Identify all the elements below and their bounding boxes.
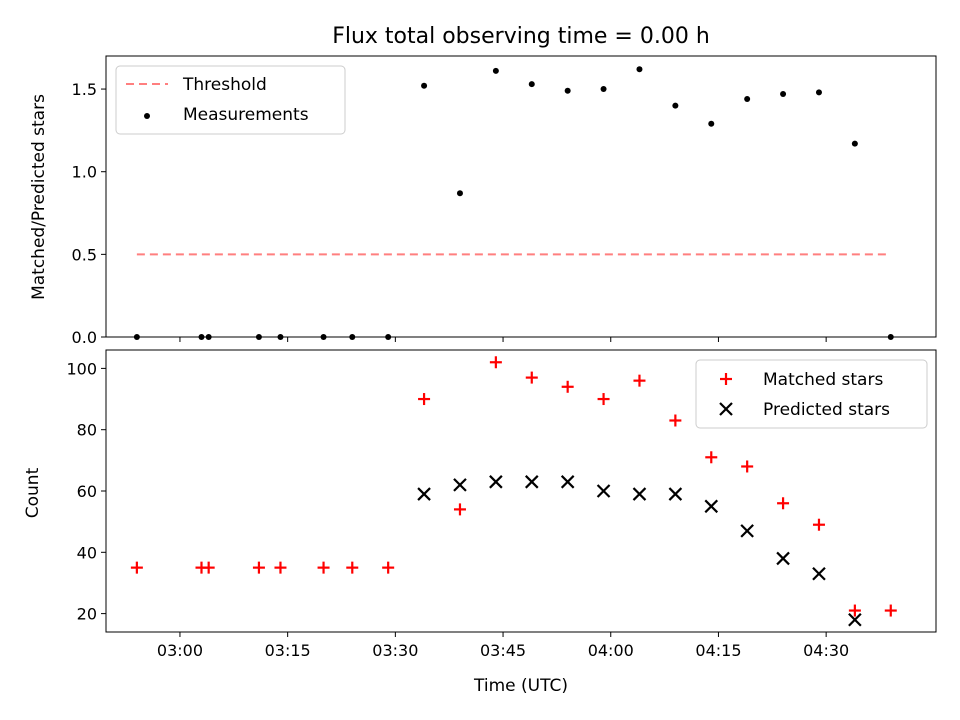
chart-title: Flux total observing time = 0.00 h <box>332 24 710 49</box>
y-tick-label: 1.0 <box>72 163 97 182</box>
matched-star-point <box>848 604 861 617</box>
matched-star-point <box>317 561 330 574</box>
matched-star-point <box>777 497 790 510</box>
measurement-point <box>564 87 571 94</box>
predicted-legend-label: Predicted stars <box>763 400 890 420</box>
predicted-legend-swatch <box>719 402 733 416</box>
ratio-legend: Threshold Measurements <box>115 65 346 135</box>
matched-star-point <box>489 356 502 369</box>
matched-star-point <box>252 561 265 574</box>
measurement-point <box>456 190 463 197</box>
matched-star-point <box>633 374 646 387</box>
x-tick-label: 04:30 <box>803 641 849 660</box>
matched-star-point <box>382 561 395 574</box>
measurement-point <box>492 67 499 74</box>
predicted-star-point <box>812 566 826 581</box>
predicted-star-point <box>668 487 683 501</box>
y-tick-label: 80 <box>77 421 97 440</box>
matched-star-point <box>130 561 143 574</box>
x-tick-label: 03:15 <box>265 641 311 660</box>
y-tick-label: 0.5 <box>72 245 97 264</box>
count-panel: 03:00 03:15 03:30 03:45 04:00 04:15 04:30 20 40 6… <box>66 349 937 660</box>
y-tick-label: 60 <box>77 482 97 501</box>
predicted-star-point <box>596 484 611 498</box>
y-tick-label: 1.5 <box>72 80 97 99</box>
matched-star-point <box>812 518 825 531</box>
matched-star-point <box>418 393 431 406</box>
y-tick-label: 0.0 <box>72 328 97 347</box>
x-axis-label: Time (UTC) <box>473 676 568 696</box>
predicted-star-point <box>740 524 754 538</box>
matched-star-point <box>597 393 610 406</box>
matched-star-point <box>453 503 466 516</box>
x-tick-label: 04:15 <box>695 641 741 660</box>
threshold-legend-label: Threshold <box>182 75 267 95</box>
measurement-point <box>780 91 787 98</box>
measurement-point <box>636 66 643 73</box>
legend-box <box>115 65 346 135</box>
matched-star-point <box>274 561 287 574</box>
matched-star-point <box>741 460 754 473</box>
y-tick-label: 40 <box>77 543 97 562</box>
measurement-point <box>672 102 679 109</box>
predicted-star-point <box>417 487 431 501</box>
measurement-point <box>708 120 715 127</box>
predicted-star-point <box>776 551 790 566</box>
matched-star-point <box>669 414 682 427</box>
measurement-point <box>744 95 751 102</box>
predicted-star-point <box>524 475 539 489</box>
ratio-plot-area <box>105 55 937 338</box>
matched-legend-label: Matched stars <box>763 370 883 390</box>
matched-star-point <box>705 451 718 464</box>
predicted-star-point <box>560 475 575 489</box>
x-tick-label: 03:00 <box>157 641 203 660</box>
measurement-point <box>815 89 822 96</box>
measurement-legend-swatch <box>144 113 150 119</box>
count-y-axis-label: Count <box>23 467 43 518</box>
predicted-star-point <box>704 499 719 514</box>
matched-legend-swatch <box>720 373 732 385</box>
ratio-y-axis-label: Matched/Predicted stars <box>29 94 49 300</box>
measurement-point <box>600 86 607 93</box>
x-tick-label: 03:45 <box>480 641 526 660</box>
measurement-point <box>421 82 428 89</box>
predicted-star-point <box>489 475 503 489</box>
ratio-panel: 0.0 0.5 1.0 1.5 Threshold Measurements <box>72 55 937 347</box>
y-tick-label: 100 <box>66 359 97 378</box>
matched-star-point <box>884 604 897 617</box>
x-tick-label: 04:00 <box>588 641 634 660</box>
matched-star-point <box>202 561 215 574</box>
measurement-point <box>851 140 858 147</box>
measurement-legend-label: Measurements <box>183 105 309 125</box>
matched-star-point <box>346 561 359 574</box>
count-legend: Matched stars Predicted stars <box>695 359 928 429</box>
legend-box <box>695 359 928 429</box>
matched-star-point <box>525 371 538 384</box>
predicted-star-point <box>632 487 647 501</box>
matched-star-point <box>561 380 574 393</box>
predicted-star-point <box>453 478 467 492</box>
measurement-point <box>528 81 535 88</box>
predicted-star-point <box>848 612 862 627</box>
y-tick-label: 20 <box>77 605 97 624</box>
x-tick-label: 03:30 <box>372 641 418 660</box>
